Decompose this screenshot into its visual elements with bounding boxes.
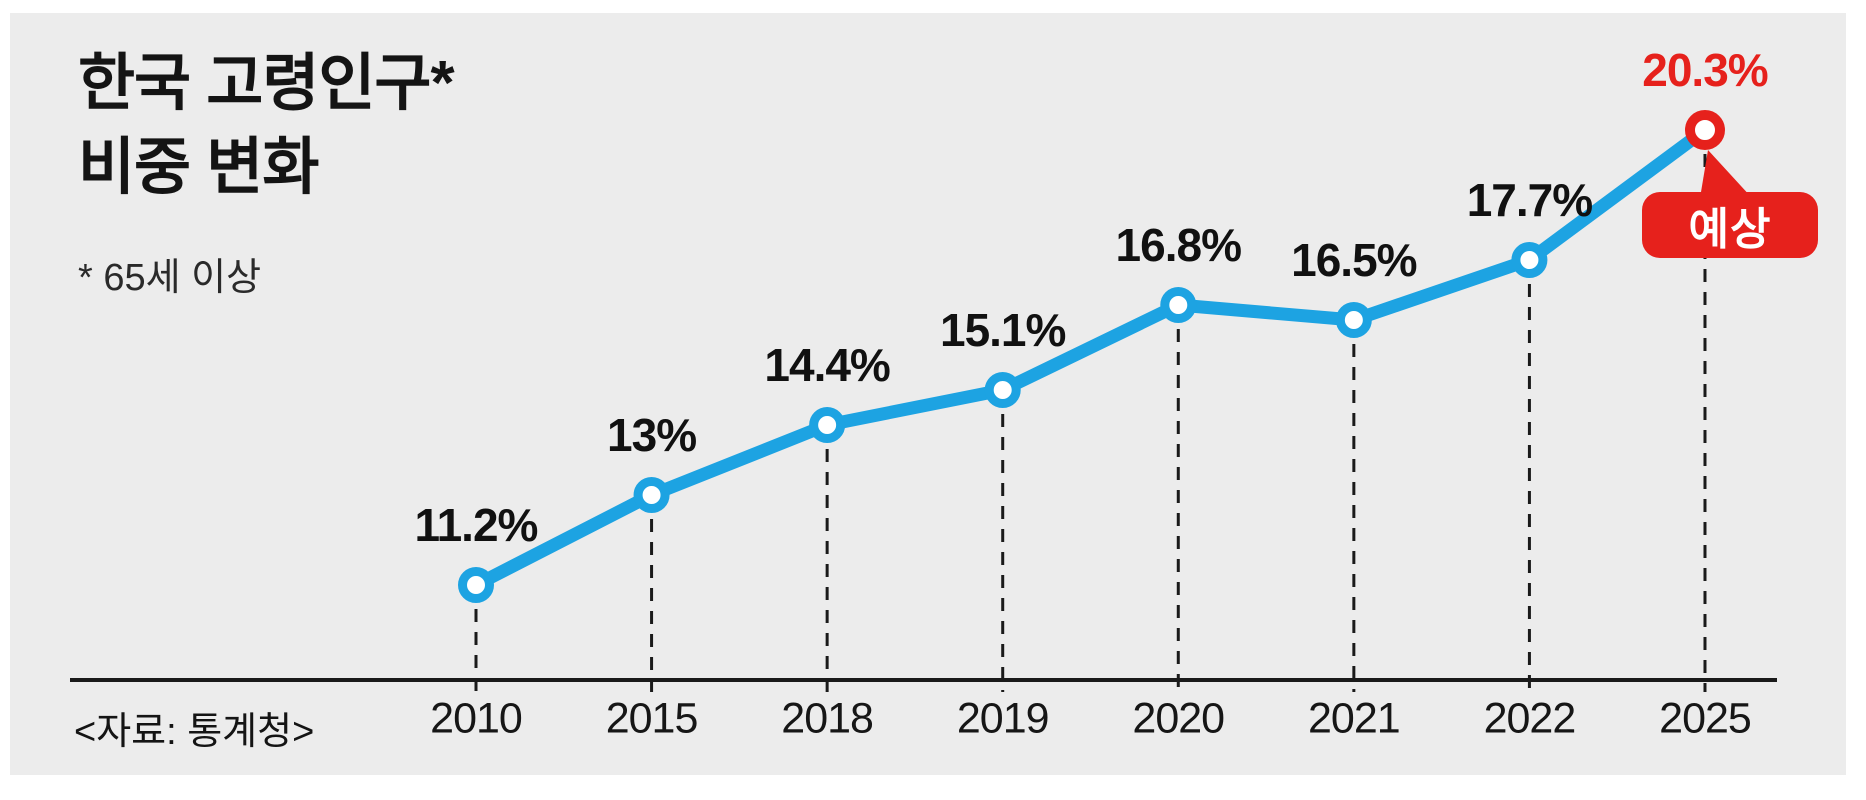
series-line <box>469 123 1712 592</box>
data-point-2020 <box>1160 287 1197 323</box>
data-point-2022 <box>1511 242 1548 278</box>
data-point-2021 <box>1335 302 1372 338</box>
data-point-2019 <box>984 372 1021 408</box>
chart-card <box>10 13 1846 775</box>
forecast-badge-tail <box>1700 150 1752 198</box>
data-point-2025 <box>1684 110 1725 150</box>
data-point-2015 <box>633 477 670 513</box>
data-point-2018 <box>809 407 846 443</box>
data-point-2010 <box>458 567 494 603</box>
